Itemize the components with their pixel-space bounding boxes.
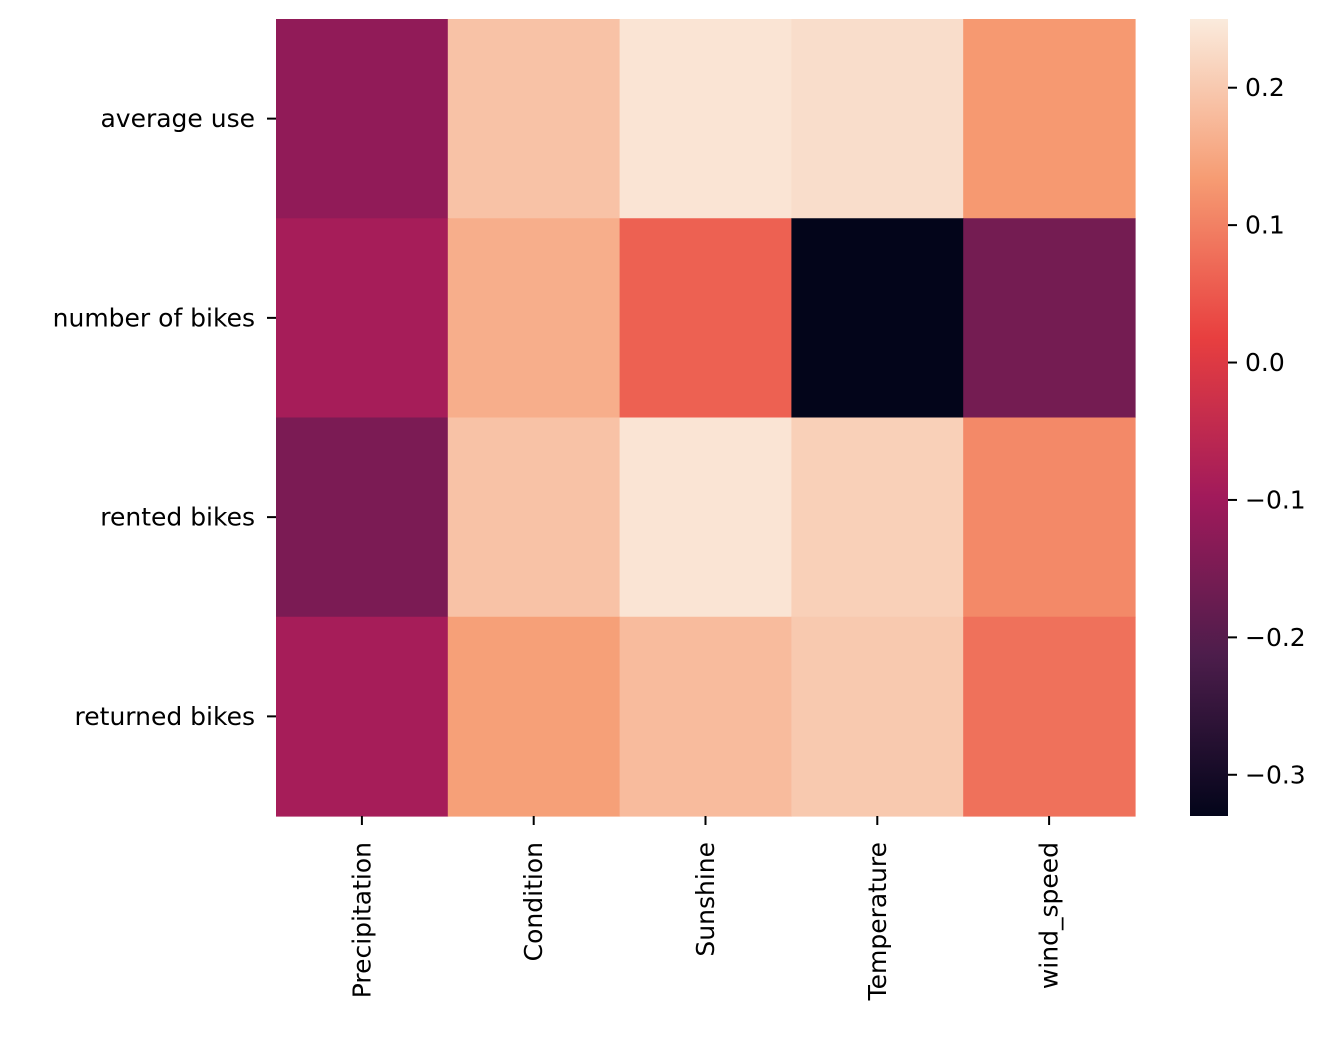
heatmap-cell-rented-bikes-condition [447,417,621,618]
x-tick-label-precipitation: Precipitation [347,842,376,998]
heatmap-cell-returned-bikes-precipitation [276,616,449,817]
y-tick-label-rented-bikes: rented bikes [100,503,255,532]
colorbar-tick-label: −0.1 [1245,485,1306,514]
heatmap-cell-returned-bikes-temperature [791,616,964,817]
heatmap-cell-average-use-precipitation [276,19,449,219]
colorbar-tick-label: −0.2 [1245,623,1306,652]
heatmap-cell-number-of-bikes-wind-speed [963,218,1136,419]
heatmap-cell-average-use-sunshine [619,19,792,219]
y-tick-label-average-use: average use [100,104,255,133]
colorbar-tick-label: 0.0 [1245,348,1285,377]
heatmap-cell-average-use-wind-speed [963,19,1136,219]
x-tick-label-condition: Condition [519,842,548,961]
x-tick-label-wind-speed: wind_speed [1035,842,1064,989]
x-tick-label-temperature: Temperature [863,842,892,1001]
heatmap-cell-returned-bikes-wind-speed [963,616,1136,817]
colorbar-tick-label: −0.3 [1245,760,1306,789]
y-tick-label-number-of-bikes: number of bikes [53,303,255,332]
x-tick-label-sunshine: Sunshine [691,842,720,957]
x-axis: Precipitation Condition Sunshine Temperatur… [347,816,1064,1001]
heatmap-cell-number-of-bikes-precipitation [276,218,449,419]
heatmap-cells [276,19,1136,817]
heatmap-cell-returned-bikes-condition [447,616,621,817]
y-tick-label-returned-bikes: returned bikes [75,702,255,731]
heatmap-cell-rented-bikes-temperature [791,417,964,618]
heatmap-cell-number-of-bikes-temperature [791,218,964,419]
colorbar-tick-label: 0.2 [1245,73,1285,102]
colorbar [1190,19,1228,816]
colorbar-axis: 0.2 0.1 0.0 −0.1 −0.2 −0.3 [1228,73,1306,789]
colorbar-tick-label: 0.1 [1245,211,1285,240]
heatmap-cell-average-use-temperature [791,19,964,219]
heatmap-cell-number-of-bikes-sunshine [619,218,792,419]
heatmap-cell-rented-bikes-wind-speed [963,417,1136,618]
heatmap-cell-returned-bikes-sunshine [619,616,792,817]
heatmap-cell-rented-bikes-precipitation [276,417,449,618]
heatmap-cell-rented-bikes-sunshine [619,417,792,618]
heatmap-cell-number-of-bikes-condition [447,218,621,419]
y-axis: average use number of bikes rented bikes re… [53,104,276,731]
heatmap-cell-average-use-condition [447,19,621,219]
